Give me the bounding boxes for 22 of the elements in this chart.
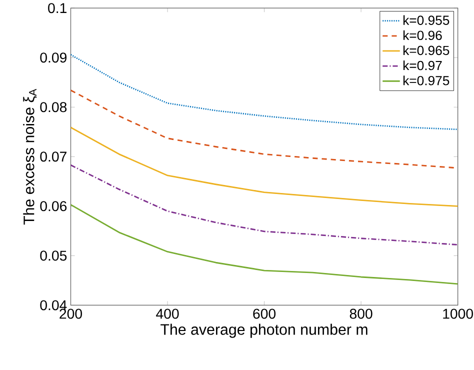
y-tick-label: 0.04 [40,300,67,310]
line-series [70,54,458,130]
line-series [70,164,458,246]
x-tick-label: 600 [253,308,276,319]
legend-label: k=0.955 [403,15,450,25]
y-tick-label: 0.08 [40,102,67,112]
y-tick-label: 0.06 [40,201,67,212]
x-tick-label: 1000 [443,308,474,319]
line-series [70,204,458,285]
x-tick-label: 200 [60,308,82,319]
x-tick-label: 800 [350,308,372,319]
y-tick-label: 0.09 [40,52,67,63]
legend-label: k=0.975 [403,76,450,86]
y-tick-label: 0.05 [40,250,67,261]
x-axis-title: The average photon number m [160,324,368,338]
legend-label: k=0.96 [403,30,442,40]
x-tick-label: 400 [156,308,179,319]
legend-label: k=0.97 [403,60,442,70]
y-axis-title: The excess noise ξ$_{A}$ [23,88,37,225]
y-tick-label: 0.1 [48,3,66,14]
legend-label: k=0.965 [403,46,450,56]
y-tick-label: 0.07 [40,152,66,162]
